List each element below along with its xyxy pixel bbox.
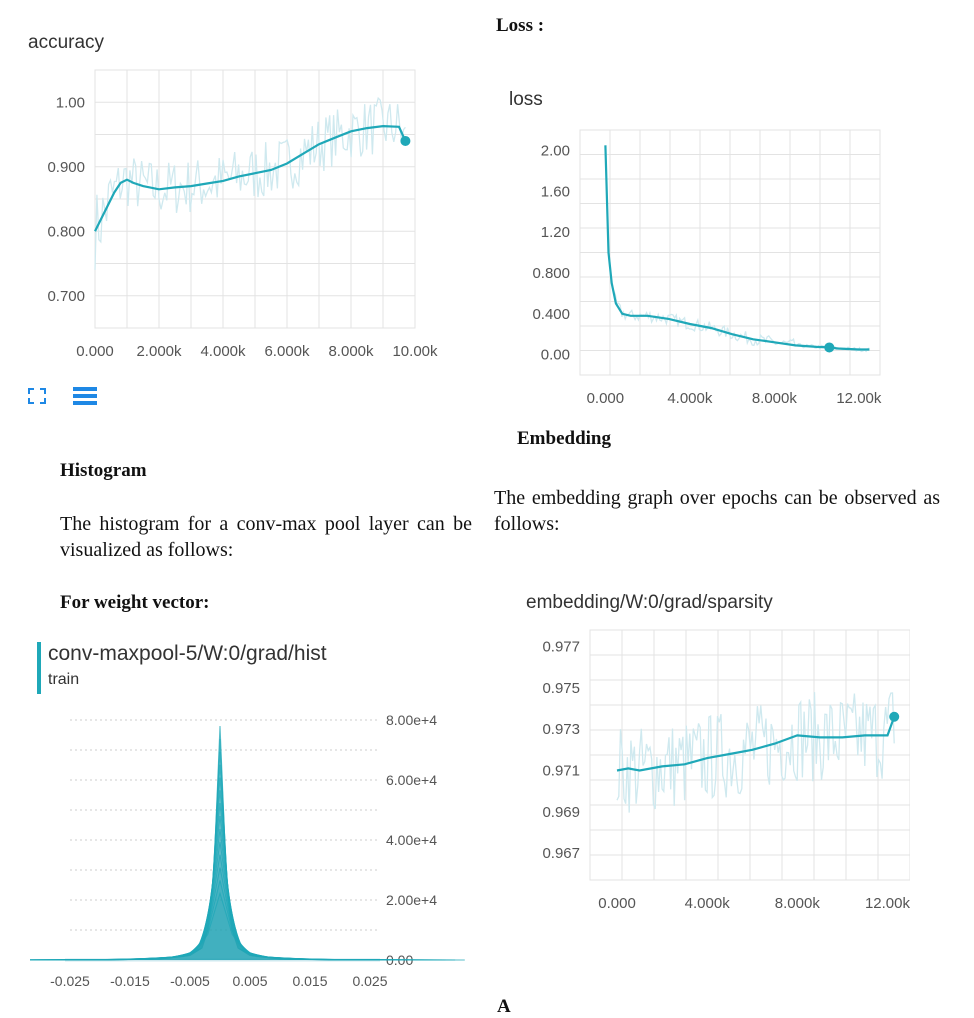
embedding-description: The embedding graph over epochs can be o… [494, 485, 940, 537]
series-line [616, 716, 896, 772]
histogram-trace [90, 738, 350, 961]
data-toggle-icon[interactable] [73, 386, 97, 406]
x-tick-label: 0.000 [598, 895, 636, 912]
embedding-heading: Embedding [517, 428, 611, 449]
y-tick-label: 0.975 [542, 680, 580, 697]
histogram-description: The histogram for a conv-max pool layer … [60, 511, 472, 563]
expand-icon[interactable] [28, 388, 46, 404]
x-tick-label: 8.000k [775, 895, 821, 912]
hist-chart-title: conv-maxpool-5/W:0/grad/hist [48, 642, 327, 665]
x-tick-label: 0.025 [352, 973, 387, 989]
x-tick-label: -0.005 [170, 973, 210, 989]
embedding-text-line1: The embedding graph over epochs can be o… [494, 487, 940, 509]
y-tick-label: 1.60 [541, 183, 570, 200]
y-tick-label: 0.800 [47, 223, 85, 240]
sparsity-chart-title: embedding/W:0/grad/sparsity [526, 592, 773, 613]
y-tick-label: 6.00e+4 [386, 772, 437, 788]
x-tick-label: 10.00k [392, 343, 438, 360]
raw-data-line [616, 692, 895, 813]
embedding-text-line2: follows: [494, 513, 560, 535]
loss-chart-title: loss [509, 89, 543, 110]
weight-vector-heading: For weight vector: [60, 592, 210, 613]
y-tick-label: 1.00 [56, 94, 85, 111]
y-tick-label: 4.00e+4 [386, 832, 437, 848]
x-tick-label: 0.000 [587, 390, 625, 407]
y-tick-label: 2.00e+4 [386, 892, 437, 908]
sparsity-chart: 0.977 0.975 0.973 0.971 0.969 0.967 0.000 4.000… [542, 629, 910, 912]
y-tick-label: 0.969 [542, 804, 580, 821]
y-tick-label: 0.00 [541, 347, 570, 364]
y-tick-label: 0.700 [47, 288, 85, 305]
y-tick-label: 0.977 [542, 639, 580, 656]
series-end-marker [824, 342, 835, 353]
accuracy-chart-title: accuracy [28, 32, 105, 53]
x-tick-label: 0.015 [292, 973, 327, 989]
histogram-chart: 8.00e+46.00e+44.00e+42.00e+40.00-0.025 -0… [30, 712, 465, 989]
y-tick-label: 0.973 [542, 721, 580, 738]
y-tick-label: 0.800 [532, 265, 570, 282]
x-tick-label: -0.015 [110, 973, 150, 989]
x-tick-label: 6.000k [264, 343, 310, 360]
histogram-heading: Histogram [60, 460, 147, 481]
x-tick-label: 2.000k [136, 343, 182, 360]
histogram-text-line2: visualized as follows: [60, 539, 234, 561]
y-tick-label: 8.00e+4 [386, 712, 437, 728]
x-tick-label: 8.000k [328, 343, 374, 360]
x-tick-label: 12.00k [836, 390, 882, 407]
raw-data-line [604, 145, 870, 353]
y-tick-label: 2.00 [541, 142, 570, 159]
y-tick-label: 1.20 [541, 224, 570, 241]
bottom-fragment: A [497, 996, 511, 1017]
x-tick-label: 4.000k [200, 343, 246, 360]
y-tick-label: 0.971 [542, 762, 580, 779]
x-tick-label: 12.00k [865, 895, 910, 912]
hist-title-marker [37, 642, 41, 694]
accuracy-chart: 1.00 0.900 0.800 0.700 0.000 2.000k 4.000k 6.00… [47, 69, 438, 360]
series-line [604, 145, 870, 351]
x-tick-label: 8.000k [752, 390, 798, 407]
loss-heading: Loss : [496, 15, 545, 36]
series-line [94, 124, 407, 232]
x-tick-label: 0.005 [232, 973, 267, 989]
histogram-trace [30, 891, 465, 961]
y-tick-label: 0.967 [542, 845, 580, 862]
hist-chart-subtitle: train [48, 671, 80, 688]
x-tick-label: 0.000 [76, 343, 114, 360]
y-tick-label: 0.400 [532, 306, 570, 323]
loss-chart: 2.00 1.60 1.20 0.800 0.400 0.00 0.000 4.000k 8.0… [532, 129, 882, 407]
x-tick-label: 4.000k [667, 390, 713, 407]
y-tick-label: 0.900 [47, 159, 85, 176]
series-end-marker [889, 711, 900, 722]
raw-data-line [94, 96, 406, 270]
x-tick-label: -0.025 [50, 973, 90, 989]
x-tick-label: 4.000k [685, 895, 731, 912]
histogram-text-line1: The histogram for a conv-max pool layer … [60, 513, 472, 535]
series-end-marker [400, 135, 411, 146]
